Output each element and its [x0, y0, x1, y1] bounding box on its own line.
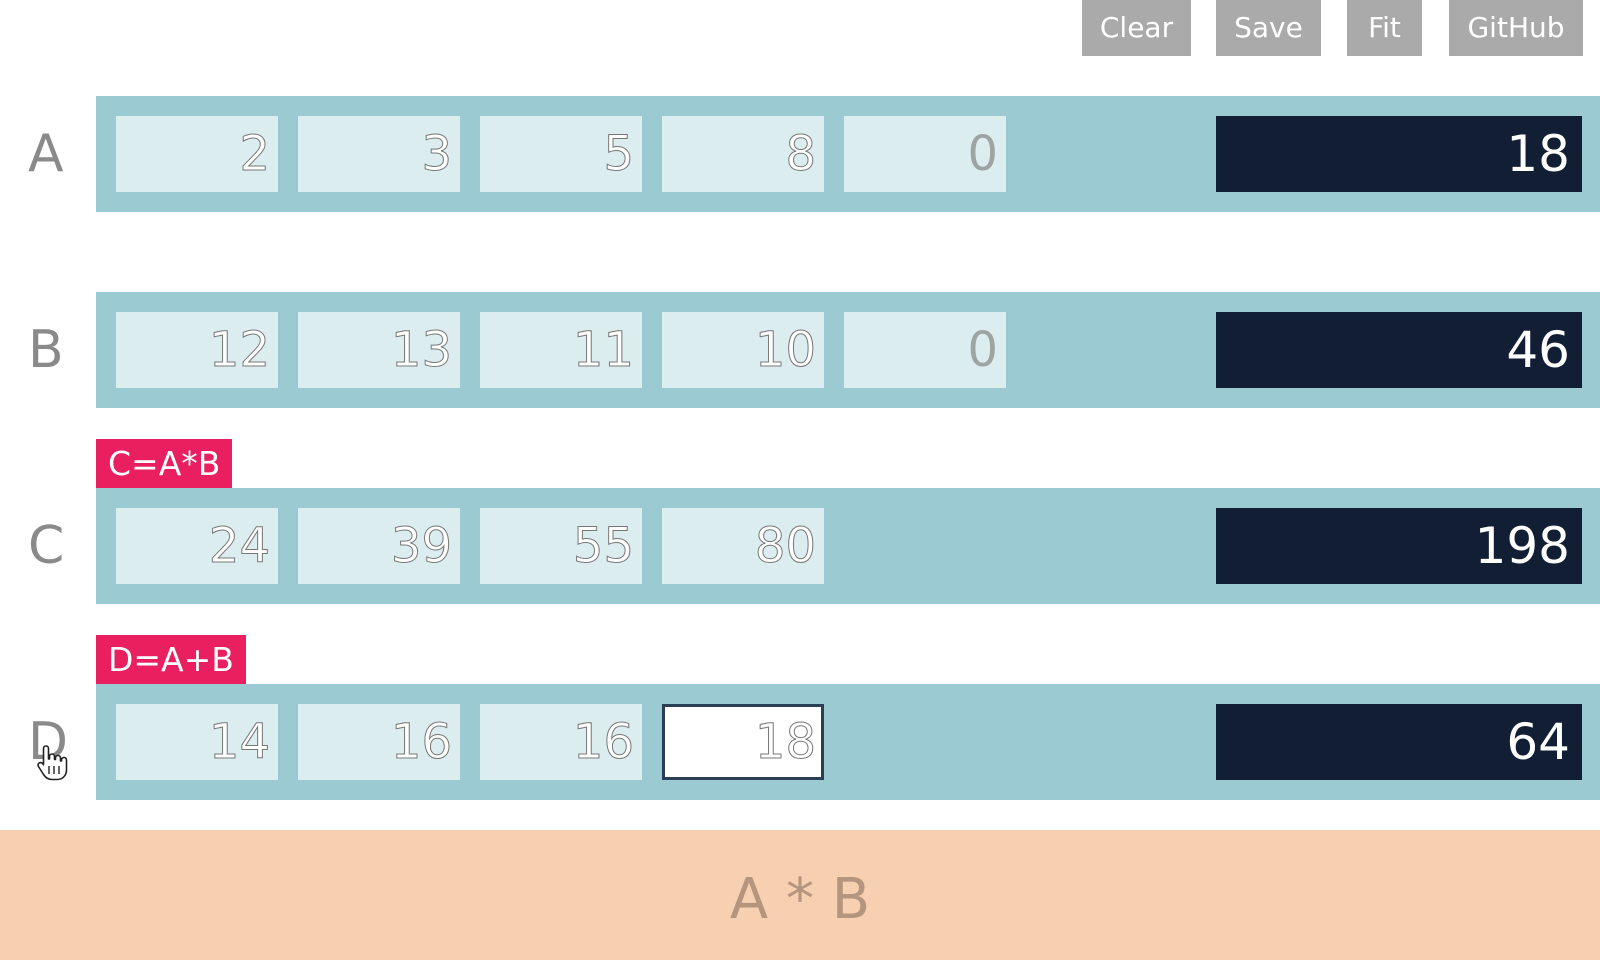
- row-label-c: C: [28, 516, 65, 576]
- row-c-cell-4[interactable]: 80: [662, 508, 824, 584]
- formula-tag-d[interactable]: D=A+B: [96, 635, 246, 684]
- row-d-band: 14 16 16 18 64: [96, 684, 1600, 800]
- toolbar: Clear Save Fit GitHub: [0, 0, 1600, 56]
- row-b-total: 46: [1216, 312, 1582, 388]
- row-b-cell-3[interactable]: 11: [480, 312, 642, 388]
- save-button[interactable]: Save: [1216, 0, 1321, 56]
- row-b-band: 12 13 11 10 0 46: [96, 292, 1600, 408]
- row-d-cell-3[interactable]: 16: [480, 704, 642, 780]
- row-a-cell-3[interactable]: 5: [480, 116, 642, 192]
- row-d-total: 64: [1216, 704, 1582, 780]
- row-label-d: D: [28, 712, 69, 772]
- row-a-band: 2 3 5 8 0 18: [96, 96, 1600, 212]
- row-c-cell-3[interactable]: 55: [480, 508, 642, 584]
- row-a-cell-4[interactable]: 8: [662, 116, 824, 192]
- row-d-cell-4-focused[interactable]: 18: [662, 704, 824, 780]
- row-c-cell-1[interactable]: 24: [116, 508, 278, 584]
- row-label-b: B: [28, 320, 64, 380]
- row-a-cell-5[interactable]: 0: [844, 116, 1006, 192]
- row-c-total: 198: [1216, 508, 1582, 584]
- row-b-cell-4[interactable]: 10: [662, 312, 824, 388]
- row-a-total: 18: [1216, 116, 1582, 192]
- row-b-cell-5[interactable]: 0: [844, 312, 1006, 388]
- fit-button[interactable]: Fit: [1347, 0, 1422, 56]
- row-d-cell-2[interactable]: 16: [298, 704, 460, 780]
- row-b-cell-1[interactable]: 12: [116, 312, 278, 388]
- clear-button[interactable]: Clear: [1082, 0, 1191, 56]
- hand-pointer-icon: [37, 745, 68, 781]
- row-a-cell-1[interactable]: 2: [116, 116, 278, 192]
- row-label-a: A: [28, 124, 64, 184]
- row-c-cell-2[interactable]: 39: [298, 508, 460, 584]
- row-a-cell-2[interactable]: 3: [298, 116, 460, 192]
- row-c-band: 24 39 55 80 198: [96, 488, 1600, 604]
- formula-tag-c[interactable]: C=A*B: [96, 439, 233, 488]
- formula-footer[interactable]: A * B: [0, 830, 1600, 960]
- row-b-cell-2[interactable]: 13: [298, 312, 460, 388]
- github-button[interactable]: GitHub: [1449, 0, 1583, 56]
- row-d-cell-1[interactable]: 14: [116, 704, 278, 780]
